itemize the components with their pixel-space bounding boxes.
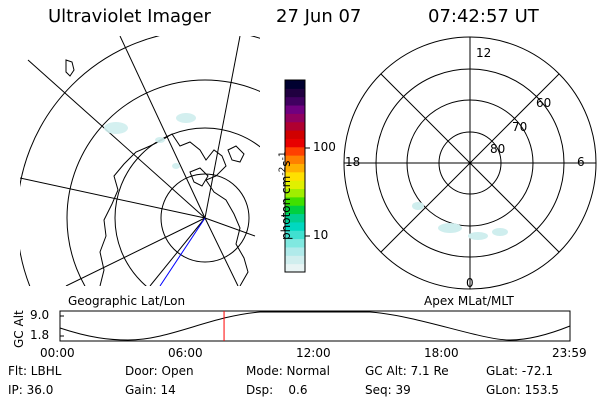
mlat-label-70: 70	[512, 120, 528, 134]
colorbar-stripe	[285, 246, 305, 256]
geo-lat-circle	[66, 79, 260, 286]
island-outline	[227, 145, 245, 163]
instrument-title: Ultraviolet Imager	[48, 6, 211, 27]
colorbar	[285, 80, 305, 273]
altitude-min-label: 1.8	[30, 328, 50, 342]
mlt-line-diag	[380, 73, 560, 253]
altitude-axis-label: GC Alt	[12, 310, 26, 348]
mode-status: Mode: Normal	[246, 364, 330, 378]
aurora-patches-mag	[412, 202, 508, 240]
colorbar-stripe	[285, 138, 305, 148]
altitude-plot-frame	[59, 310, 571, 342]
altitude-max-label: 9.0	[30, 308, 50, 322]
date-label: 27 Jun 07	[276, 6, 362, 27]
ip-status: IP: 36.0	[8, 383, 54, 397]
colorbar-stripe	[285, 88, 305, 98]
geo-lat-circle	[20, 36, 260, 286]
aurora-patches	[104, 113, 196, 169]
mlt-label-12: 12	[476, 46, 492, 60]
x-tick-0600: 06:00	[168, 346, 203, 360]
colorbar-stripe	[285, 196, 305, 206]
colorbar-stripe	[285, 80, 305, 89]
island-outline	[189, 167, 209, 187]
geo-lat-circle	[114, 127, 260, 286]
colorbar-stripe	[285, 188, 305, 198]
colorbar-stripe	[285, 263, 305, 273]
colorbar-stripe	[285, 155, 305, 164]
colorbar-stripe	[285, 113, 305, 123]
geo-meridian	[65, 217, 206, 286]
time-label: 07:42:57 UT	[428, 6, 539, 27]
geo-lat-circle	[160, 173, 250, 263]
colorbar-frame	[284, 79, 306, 273]
colorbar-stripe	[285, 255, 305, 265]
magnetic-panel-label: Apex MLat/MLT	[424, 294, 514, 308]
mlat-label-80: 80	[490, 142, 506, 156]
x-tick-2359: 23:59	[552, 346, 587, 360]
colorbar-stripe	[285, 96, 305, 106]
colorbar-stripe	[285, 238, 305, 248]
geo-meridian	[20, 177, 206, 219]
colorbar-stripe	[285, 180, 305, 190]
colorbar-stripe	[285, 213, 305, 223]
mlt-label-6: 6	[577, 155, 585, 169]
geographic-map	[20, 36, 260, 286]
antarctica-coastline	[99, 133, 249, 286]
geo-meridian	[204, 36, 241, 219]
filter-status: Flt: LBHL	[8, 364, 62, 378]
satellite-track	[159, 217, 206, 286]
colorbar-stripe	[285, 171, 305, 181]
colorbar-stripe	[285, 230, 305, 240]
colorbar-unit-label: photon cm-2s-1	[278, 151, 293, 240]
geo-meridian	[149, 217, 206, 286]
mlt-label-18: 18	[345, 155, 361, 169]
mlt-label-0: 0	[466, 276, 474, 290]
glon-status: GLon: 153.5	[486, 383, 559, 397]
x-tick-1200: 12:00	[296, 346, 331, 360]
mlat-label-60: 60	[536, 96, 552, 110]
geo-meridian	[27, 59, 206, 219]
seq-status: Seq: 39	[365, 383, 411, 397]
colorbar-stripe	[285, 121, 305, 131]
x-tick-1800: 18:00	[424, 346, 459, 360]
colorbar-stripe	[285, 146, 305, 156]
colorbar-stripe	[285, 130, 305, 139]
magnetic-polar-plot	[343, 36, 597, 290]
colorbar-stripe	[285, 105, 305, 114]
altitude-curve	[59, 311, 571, 341]
x-tick-0000: 00:00	[40, 346, 75, 360]
geo-meridian	[119, 36, 206, 219]
colorbar-stripe	[285, 221, 305, 231]
glat-status: GLat: -72.1	[486, 364, 553, 378]
geo-meridian	[204, 217, 256, 237]
geo-meridian	[204, 217, 239, 286]
gc-alt-status: GC Alt: 7.1 Re	[365, 364, 449, 378]
door-status: Door: Open	[125, 364, 194, 378]
colorbar-stripe	[285, 163, 305, 173]
colorbar-label-10: 10	[313, 228, 329, 242]
gain-status: Gain: 14	[125, 383, 176, 397]
geographic-panel-label: Geographic Lat/Lon	[68, 294, 186, 308]
dsp-status: Dsp: 0.6	[246, 383, 308, 397]
colorbar-label-100: 100	[313, 140, 336, 154]
colorbar-stripe	[285, 205, 305, 215]
island-outline	[65, 59, 75, 77]
